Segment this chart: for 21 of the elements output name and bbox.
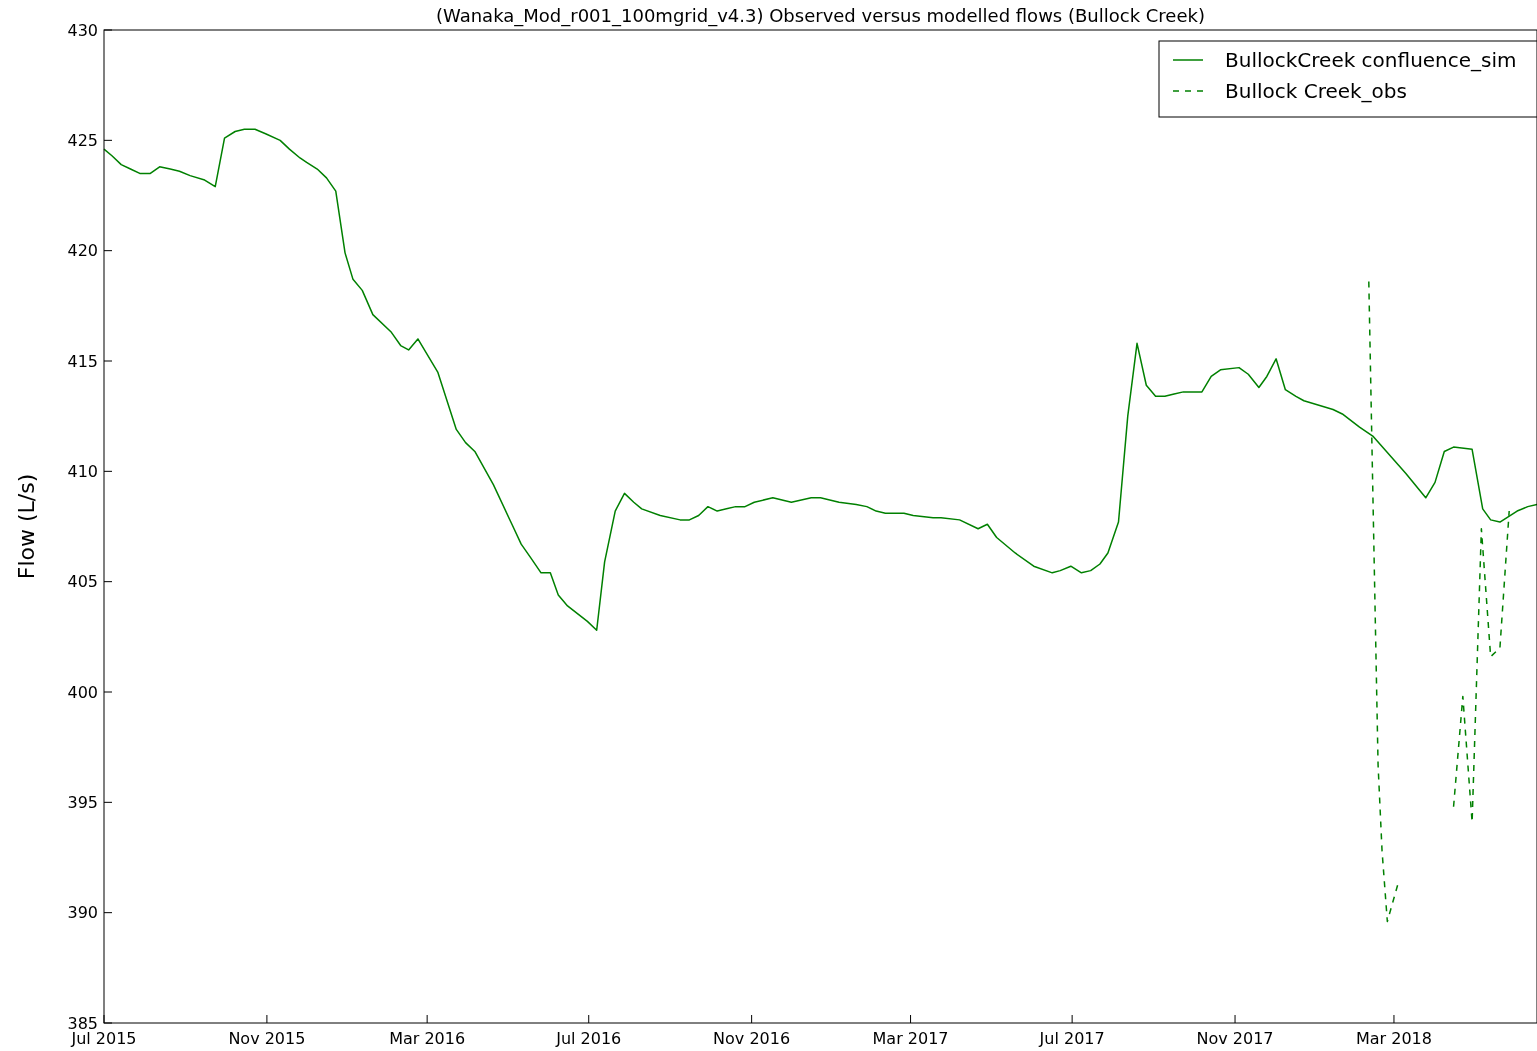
y-tick-label: 425 <box>67 130 98 150</box>
x-tick-label: Jul 2017 <box>1038 1029 1105 1048</box>
x-tick-label: Mar 2017 <box>872 1029 949 1048</box>
chart-title: (Wanaka_Mod_r001_100mgrid_v4.3) Observed versus modelled flows (Bullock Creek) <box>436 5 1205 27</box>
y-axis-title: Flow (L/s) <box>14 473 39 580</box>
x-tick-label: Nov 2017 <box>1196 1029 1274 1048</box>
x-tick-label: Nov 2016 <box>713 1029 791 1048</box>
x-tick-label: Jul 2016 <box>555 1029 622 1048</box>
y-tick-label: 390 <box>67 903 98 923</box>
y-tick-label: 405 <box>67 572 98 592</box>
x-tick-label: Mar 2016 <box>389 1029 466 1048</box>
y-tick-label: 395 <box>67 792 98 812</box>
y-tick-label: 415 <box>67 351 98 371</box>
x-tick-label: Mar 2018 <box>1355 1029 1432 1048</box>
y-tick-label: 400 <box>67 682 98 702</box>
y-tick-label: 430 <box>67 20 98 40</box>
x-tick-label: Nov 2015 <box>228 1029 306 1048</box>
legend-label: Bullock Creek_obs <box>1225 79 1407 103</box>
y-tick-label: 410 <box>67 461 98 481</box>
y-tick-label: 420 <box>67 241 98 261</box>
legend-label: BullockCreek confluence_sim <box>1225 48 1517 72</box>
